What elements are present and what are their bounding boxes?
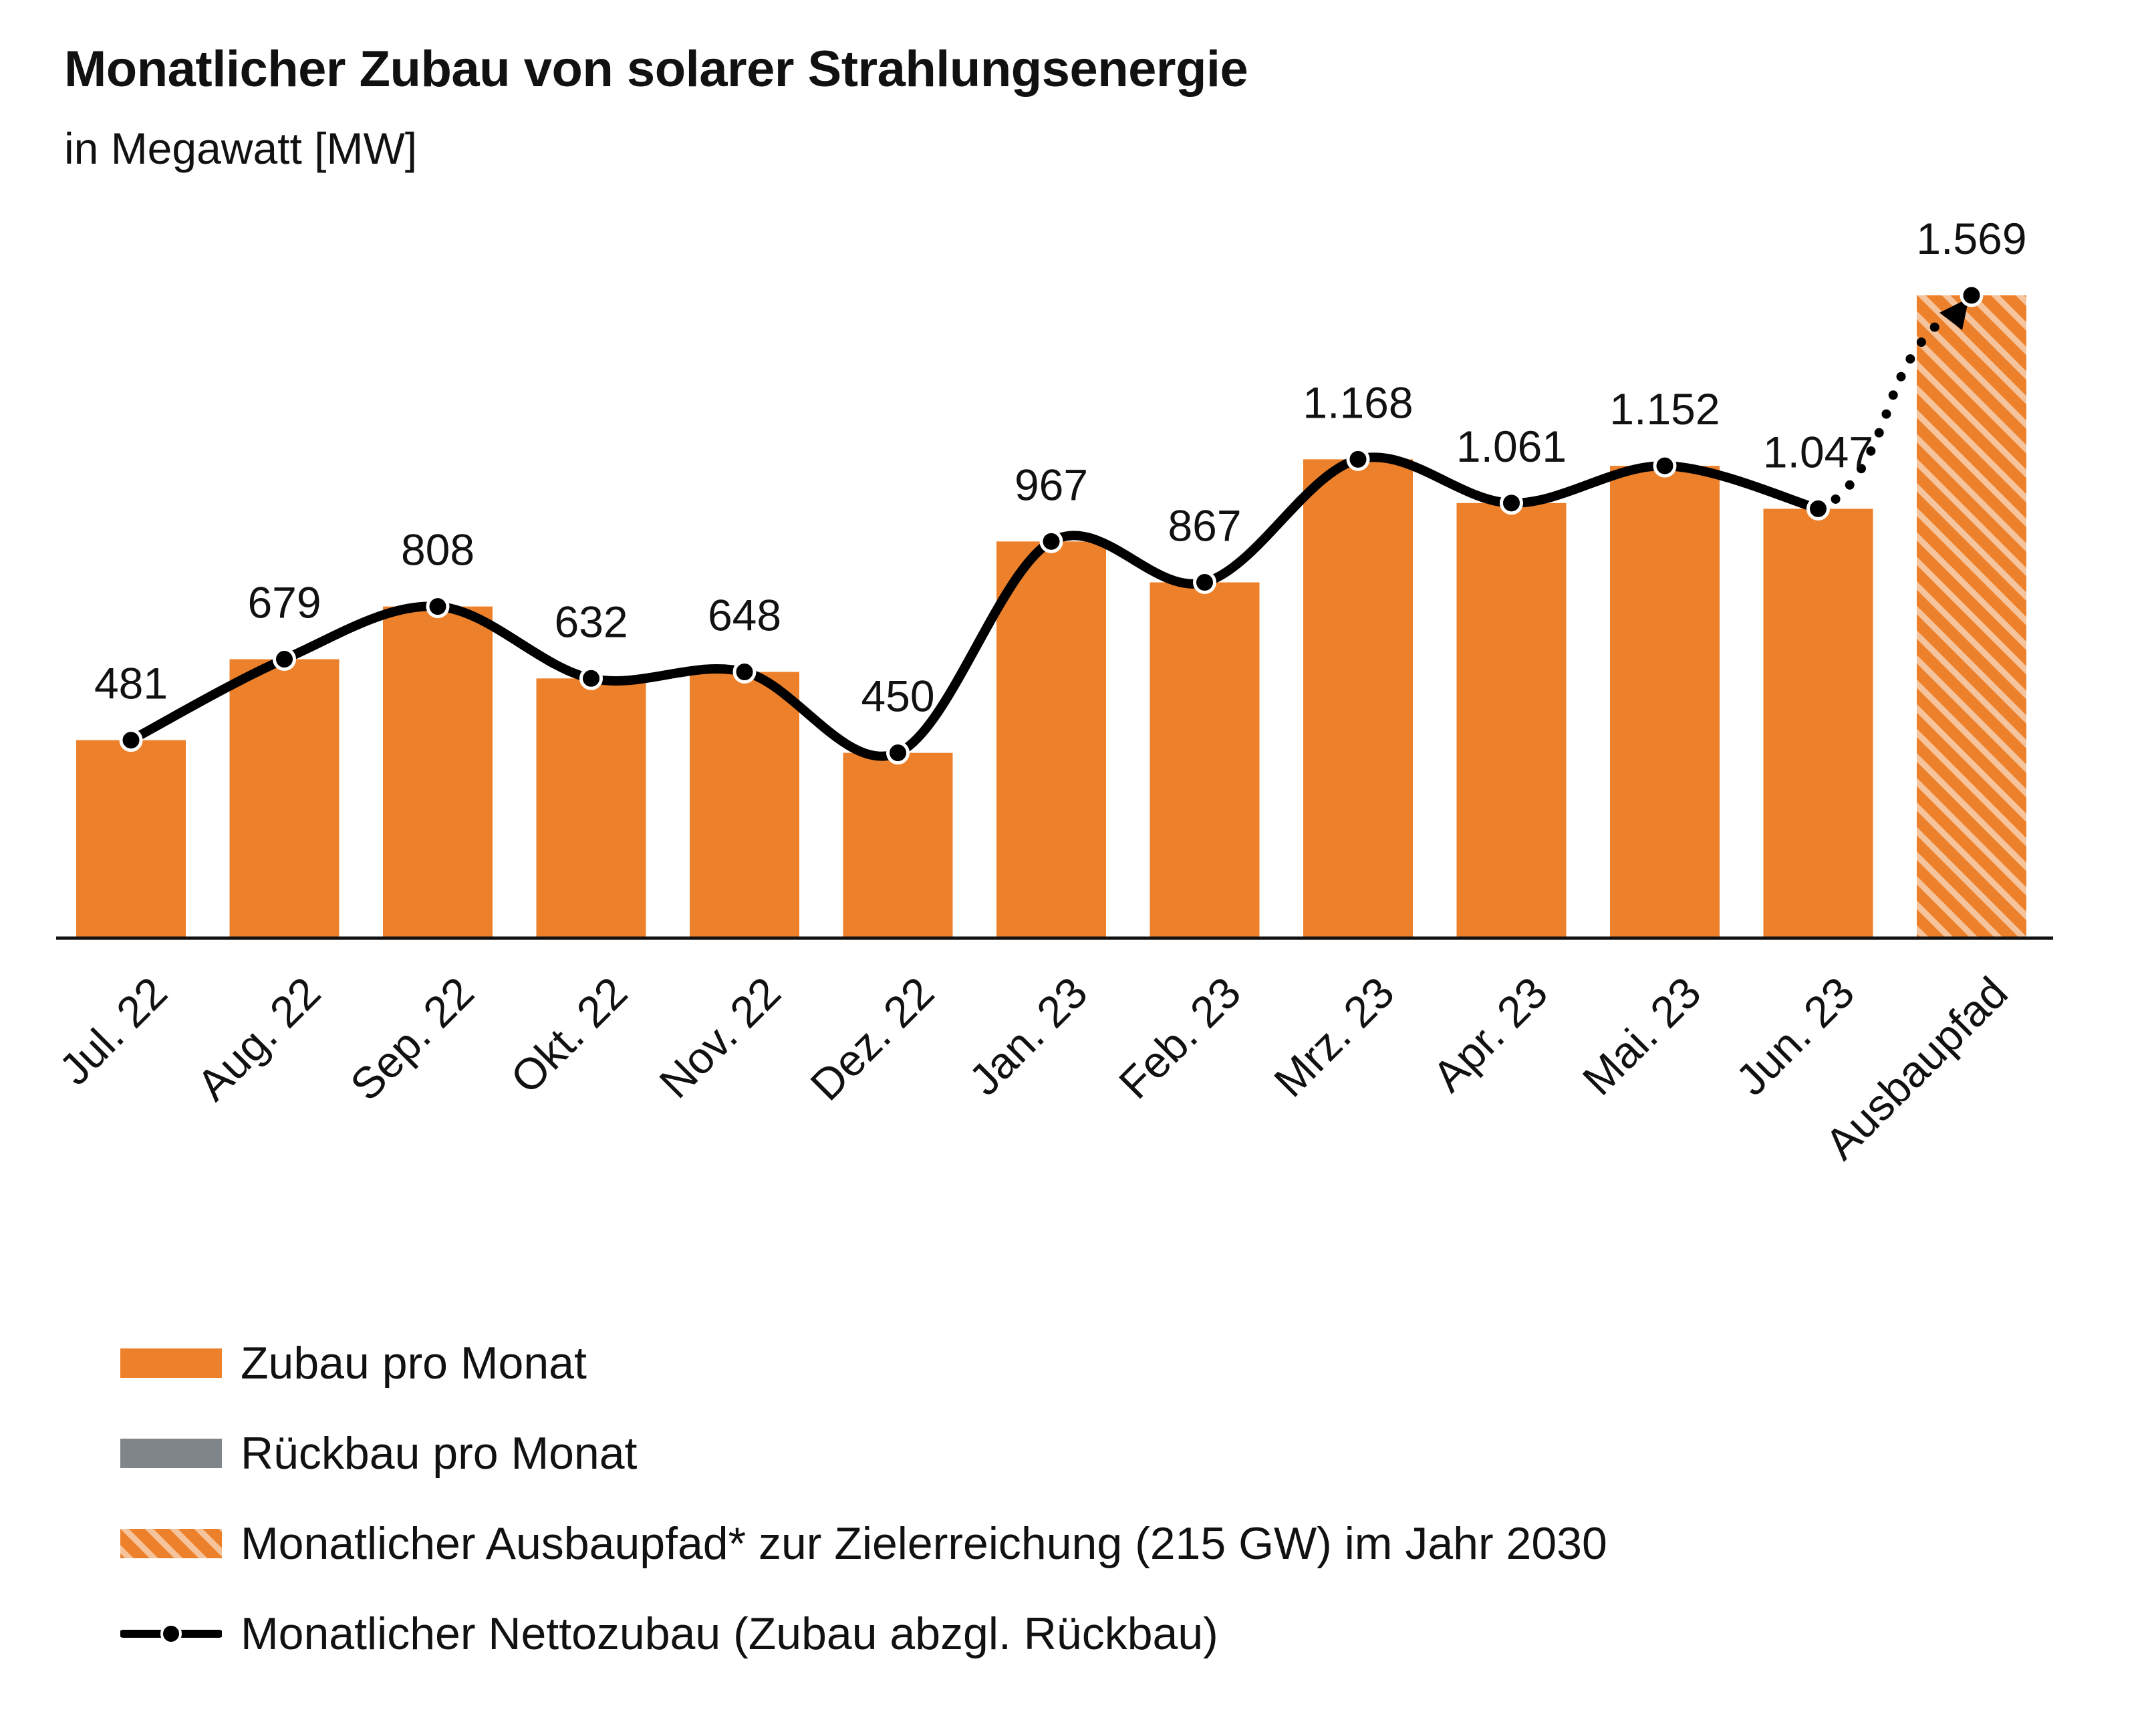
net-point bbox=[1500, 491, 1523, 515]
value-label: 1.168 bbox=[1303, 378, 1413, 427]
net-point bbox=[119, 728, 143, 752]
value-label: 1.152 bbox=[1609, 384, 1720, 434]
net-point bbox=[886, 741, 910, 765]
chart-subtitle: in Megawatt [MW] bbox=[64, 124, 418, 173]
bar-zubau bbox=[536, 678, 646, 937]
x-tick-label: Feb. 23 bbox=[1109, 968, 1250, 1109]
legend-swatch-zubau bbox=[120, 1348, 222, 1378]
legend-swatch-hatch bbox=[120, 1529, 222, 1558]
value-label: 808 bbox=[401, 525, 475, 575]
value-label: 450 bbox=[861, 672, 934, 721]
legend-item-nettozubau: Monatlicher Nettozubau (Zubau abzgl. Rüc… bbox=[120, 1604, 1218, 1664]
legend-label-ausbaupfad: Monatlicher Ausbaupfad* zur Zielerreichu… bbox=[241, 1518, 1607, 1569]
net-point bbox=[579, 666, 603, 690]
legend-swatch-rueckbau bbox=[120, 1439, 222, 1468]
x-tick-label: Jan. 23 bbox=[959, 968, 1096, 1105]
bar-ausbaupfad bbox=[1917, 295, 2026, 937]
net-point bbox=[1346, 447, 1370, 471]
x-tick-label: Mai. 23 bbox=[1573, 968, 1710, 1105]
bar-zubau bbox=[690, 672, 799, 937]
bar-zubau bbox=[1456, 502, 1567, 937]
legend-item-zubau: Zubau pro Monat bbox=[120, 1333, 587, 1393]
x-tick-label: Jul. 22 bbox=[49, 968, 176, 1095]
value-labels-group: 481 679 808 632 648 450 967 867 1.168 1.061 1.152 1… bbox=[94, 214, 2027, 721]
value-label: 481 bbox=[94, 659, 168, 708]
bar-zubau bbox=[76, 740, 186, 937]
net-point bbox=[1193, 571, 1216, 595]
points-group bbox=[119, 283, 1984, 765]
tick-labels-group: Jul. 22 Aug. 22 Sep. 22 Okt. 22 Nov. 22 Dez. … bbox=[49, 968, 2017, 1169]
value-label: 1.061 bbox=[1456, 422, 1567, 471]
bars-group bbox=[76, 295, 2026, 937]
bar-zubau bbox=[996, 541, 1106, 937]
bar-zubau bbox=[1150, 582, 1260, 937]
bar-zubau bbox=[1610, 466, 1720, 937]
bar-zubau bbox=[229, 659, 340, 937]
legend-label-zubau: Zubau pro Monat bbox=[241, 1338, 587, 1389]
value-label: 1.047 bbox=[1763, 427, 1873, 476]
chart-title: Monatlicher Zubau von solarer Strahlungs… bbox=[64, 41, 1248, 98]
x-tick-label: Aug. 22 bbox=[187, 968, 329, 1110]
x-tick-label: Okt. 22 bbox=[501, 968, 637, 1103]
bar-zubau bbox=[383, 606, 493, 937]
value-label: 1.569 bbox=[1916, 214, 2026, 263]
legend-label-nettozubau: Monatlicher Nettozubau (Zubau abzgl. Rüc… bbox=[241, 1608, 1218, 1659]
x-tick-label: Mrz. 23 bbox=[1264, 968, 1403, 1107]
net-point bbox=[1039, 529, 1063, 553]
target-arrowhead bbox=[1939, 298, 1969, 330]
net-point bbox=[273, 647, 296, 672]
legend-item-ausbaupfad: Monatlicher Ausbaupfad* zur Zielerreichu… bbox=[120, 1513, 1607, 1574]
bar-zubau bbox=[843, 752, 953, 937]
legend-item-rueckbau: Rückbau pro Monat bbox=[120, 1423, 637, 1483]
legend-swatch-line bbox=[120, 1623, 222, 1644]
legend-label-rueckbau: Rückbau pro Monat bbox=[241, 1428, 638, 1479]
net-point bbox=[1806, 496, 1830, 521]
net-point bbox=[426, 595, 450, 619]
x-tick-label: Jun. 23 bbox=[1726, 968, 1863, 1105]
bar-zubau bbox=[1303, 459, 1413, 937]
net-point bbox=[732, 660, 757, 684]
x-tick-label: Dez. 22 bbox=[801, 968, 943, 1110]
value-label: 679 bbox=[247, 578, 321, 627]
value-label: 632 bbox=[554, 597, 628, 646]
value-label: 648 bbox=[708, 591, 781, 640]
value-label: 967 bbox=[1015, 460, 1088, 509]
net-point bbox=[1653, 454, 1677, 478]
net-point bbox=[1960, 283, 1984, 307]
bar-zubau bbox=[1763, 509, 1873, 937]
value-label: 867 bbox=[1168, 501, 1241, 551]
x-tick-label: Apr. 23 bbox=[1423, 968, 1557, 1101]
x-tick-label: Nov. 22 bbox=[650, 968, 790, 1108]
x-tick-label: Sep. 22 bbox=[341, 968, 483, 1110]
